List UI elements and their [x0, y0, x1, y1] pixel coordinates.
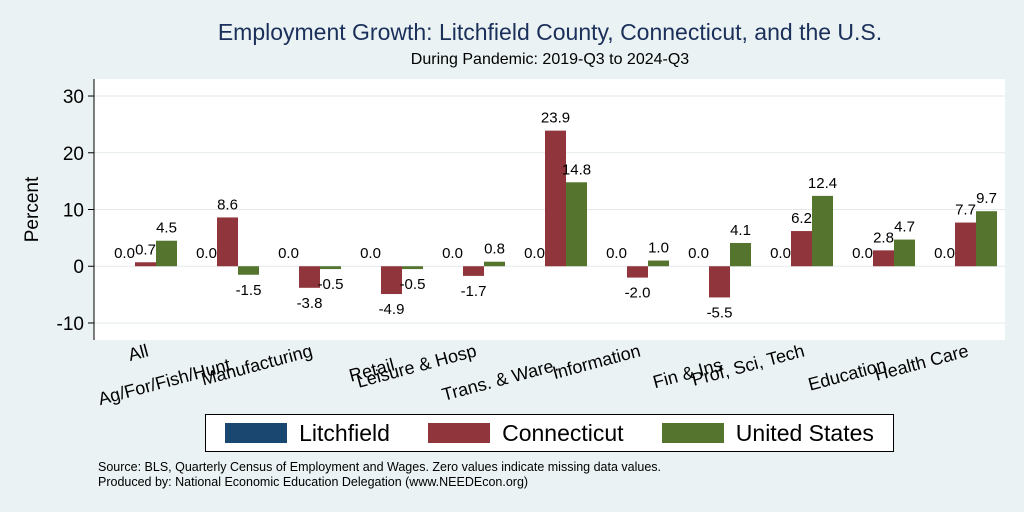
data-label: 4.1 — [730, 222, 751, 239]
legend: Litchfield Connecticut United States — [205, 414, 894, 452]
legend-item-litchfield: Litchfield — [225, 420, 390, 447]
source-note: Source: BLS, Quarterly Census of Employm… — [98, 460, 661, 490]
bar-connecticut — [627, 266, 648, 278]
legend-swatch-connecticut — [428, 423, 491, 443]
chart-title: Employment Growth: Litchfield County, Co… — [217, 19, 883, 45]
legend-item-united-states: United States — [661, 419, 874, 447]
source-line: Source: BLS, Quarterly Census of Employm… — [98, 460, 662, 474]
y-tick-label: 20 — [63, 144, 84, 165]
data-label: -2.0 — [625, 285, 651, 302]
data-label: 0.0 — [524, 245, 545, 262]
bar-connecticut — [135, 262, 156, 267]
data-label: 0.7 — [135, 241, 156, 258]
data-label: 7.7 — [955, 202, 976, 219]
y-tick-label: 0 — [73, 257, 84, 278]
data-label: 0.0 — [606, 245, 627, 262]
bar-connecticut — [709, 266, 730, 298]
data-label: 0.0 — [852, 245, 873, 262]
x-tick-label: Prof, Sci, Tech — [690, 341, 807, 390]
data-label: 0.0 — [114, 245, 135, 262]
bar-connecticut — [873, 250, 894, 267]
data-label: 0.0 — [688, 245, 709, 262]
bar-united-states — [648, 260, 669, 267]
x-tick-label: Health Care — [873, 341, 971, 385]
y-axis-label: Percent — [22, 176, 43, 242]
data-label: 0.0 — [770, 245, 791, 262]
x-tick-label: Manufacturing — [199, 341, 314, 390]
produced-by-line: Produced by: National Economic Education… — [98, 475, 529, 489]
data-label: 12.4 — [808, 175, 837, 192]
legend-item-connecticut: Connecticut — [428, 419, 624, 447]
y-tick-label: 10 — [63, 201, 84, 222]
x-tick-label: Information — [550, 341, 642, 384]
bar-united-states — [484, 261, 505, 267]
x-tick-label: All — [126, 341, 151, 365]
data-label: -1.7 — [461, 283, 487, 300]
bar-connecticut — [381, 266, 402, 295]
bar-united-states — [320, 266, 341, 270]
data-label: -5.5 — [707, 304, 733, 321]
legend-label: Connecticut — [502, 419, 624, 446]
legend-label: Litchfield — [299, 419, 390, 446]
data-label: 6.2 — [791, 210, 812, 227]
bar-connecticut — [217, 217, 238, 267]
bar-united-states — [238, 266, 259, 275]
data-label: 4.5 — [156, 220, 177, 237]
data-label: -3.8 — [297, 295, 323, 312]
bar-connecticut — [463, 266, 484, 276]
bar-connecticut — [955, 222, 976, 267]
data-label: 0.0 — [196, 245, 217, 262]
legend-label: United States — [735, 419, 874, 446]
data-label: 8.6 — [217, 196, 238, 213]
y-tick-label: -10 — [57, 314, 84, 335]
data-label: 1.0 — [648, 240, 669, 257]
bar-united-states — [402, 266, 423, 270]
bar-united-states — [730, 242, 751, 267]
chart-subtitle: During Pandemic: 2019-Q3 to 2024-Q3 — [410, 51, 690, 68]
bar-united-states — [566, 182, 587, 267]
bar-connecticut — [545, 130, 566, 267]
bar-united-states — [894, 239, 915, 267]
bar-connecticut — [299, 266, 320, 288]
data-label: 14.8 — [562, 161, 591, 178]
data-label: -4.9 — [379, 301, 405, 318]
data-label: 0.8 — [484, 241, 505, 258]
data-label: -0.5 — [318, 276, 344, 293]
data-label: 2.8 — [873, 229, 894, 246]
data-label: -0.5 — [400, 276, 426, 293]
bar-united-states — [156, 240, 177, 267]
data-label: 0.0 — [934, 245, 955, 262]
y-tick-label: 30 — [63, 87, 84, 108]
bar-united-states — [976, 211, 997, 267]
bar-united-states — [812, 195, 833, 267]
data-label: 0.0 — [442, 245, 463, 262]
data-label: 4.7 — [894, 219, 915, 236]
data-label: 0.0 — [278, 245, 299, 262]
legend-swatch-united-states — [661, 423, 724, 443]
bar-connecticut — [791, 231, 812, 267]
data-label: -1.5 — [236, 282, 262, 299]
data-label: 0.0 — [360, 245, 381, 262]
data-label: 9.7 — [976, 190, 997, 207]
data-label: 23.9 — [541, 110, 570, 127]
legend-swatch-litchfield — [225, 423, 288, 443]
